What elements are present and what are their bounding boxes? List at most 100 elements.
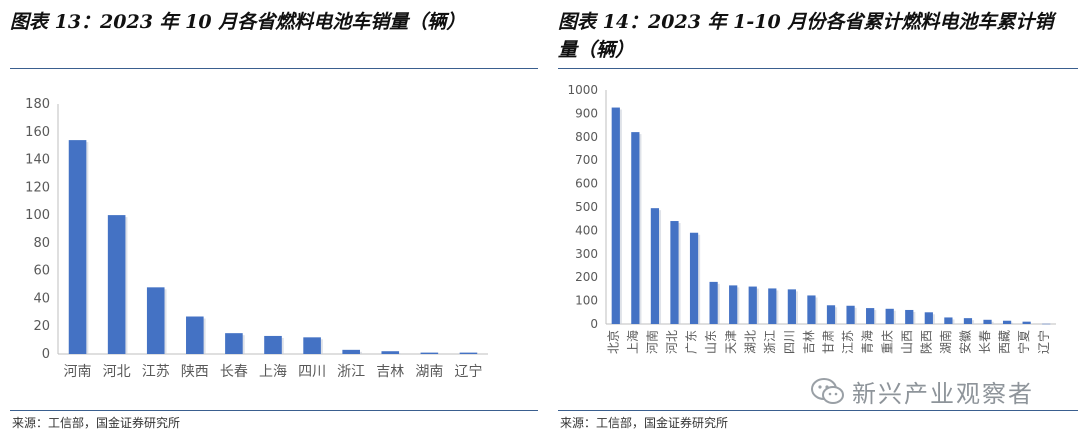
y-tick-label: 100	[25, 208, 50, 223]
x-tick-label: 河北	[103, 364, 131, 380]
x-tick-label: 浙江	[337, 364, 365, 380]
y-tick-label: 500	[575, 200, 598, 214]
chart-panel-right: 图表 14：2023 年 1-10 月份各省累计燃料电池车累计销量（辆） 0 10…	[548, 0, 1080, 440]
y-tick-label: 0	[590, 317, 598, 331]
x-tick-label: 湖北	[742, 330, 757, 354]
y-tick-label: 40	[33, 291, 50, 306]
x-tick-label: 辽宁	[1036, 330, 1051, 354]
y-tick-label: 400	[575, 223, 598, 237]
x-tick-label: 湖南	[938, 330, 953, 354]
x-tick-label: 长春	[220, 364, 248, 380]
bar	[459, 352, 478, 354]
x-tick-label: 北京	[606, 330, 620, 354]
bar-chart-svg: 0 20 40 60 80 100 120 140 160 180 河南 河北 江苏 陕西 长春 上海 四川 浙江…	[25, 97, 488, 380]
bar	[768, 288, 777, 324]
title-rule	[558, 68, 1078, 69]
x-tick-label: 河南	[645, 330, 660, 354]
bar	[1002, 320, 1012, 324]
x-tick-label: 山东	[704, 330, 718, 354]
title-rule	[10, 68, 538, 69]
x-tick-label: 重庆	[880, 330, 894, 354]
bar	[944, 317, 953, 324]
bar	[709, 281, 718, 324]
bar	[885, 308, 894, 324]
y-tick-label: 600	[575, 177, 598, 191]
bar	[381, 351, 400, 354]
bar	[826, 305, 836, 324]
y-tick-label: 800	[575, 130, 598, 144]
x-tick-label: 青海	[860, 330, 875, 354]
bar-chart: 0 20 40 60 80 100 120 140 160 180 河南 河北 江苏 陕西 长春 上海 四川 浙江…	[0, 80, 540, 400]
y-tick-label: 160	[25, 125, 50, 140]
x-tick-label: 浙江	[763, 330, 777, 354]
wechat-icon	[811, 377, 844, 404]
bar	[689, 232, 699, 324]
x-tick-label: 吉林	[376, 364, 404, 380]
bar	[68, 140, 87, 354]
x-tick-label: 山西	[900, 330, 914, 354]
x-tick-label: 宁夏	[1016, 330, 1031, 354]
y-tick-label: 140	[25, 153, 50, 168]
x-tick-label: 河北	[665, 330, 679, 354]
bar	[420, 352, 439, 354]
x-tick-label: 陕西	[181, 364, 209, 380]
bar	[670, 221, 679, 324]
bar	[787, 289, 796, 324]
y-tick-label: 180	[25, 97, 50, 112]
x-tick-label: 辽宁	[454, 363, 482, 380]
x-tick-label: 吉林	[802, 330, 816, 354]
bar	[1042, 323, 1051, 325]
x-tick-label: 甘肃	[822, 330, 836, 354]
y-tick-label: 0	[42, 347, 50, 362]
x-tick-label: 西藏	[998, 330, 1012, 354]
bar	[342, 349, 360, 354]
x-tick-label: 广东	[685, 330, 699, 354]
bar	[729, 285, 738, 324]
bar	[963, 318, 973, 324]
y-tick-label: 900	[575, 106, 598, 120]
bar	[1022, 321, 1031, 324]
watermark-text: 新兴产业观察者	[852, 380, 1034, 408]
bar	[983, 319, 992, 324]
y-tick-label: 100	[575, 294, 598, 308]
chart-panel-left: 图表 13：2023 年 10 月各省燃料电池车销量（辆） 0 20 40 60 80 1…	[0, 11, 540, 430]
x-tick-label: 四川	[298, 364, 326, 380]
bar	[807, 295, 816, 324]
bar	[107, 215, 126, 354]
x-tick-label: 四川	[782, 330, 796, 354]
x-tick-label: 江苏	[142, 364, 170, 380]
x-tick-label: 上海	[259, 364, 287, 380]
x-tick-label: 陕西	[918, 330, 933, 354]
bar	[611, 107, 620, 324]
y-tick-label: 120	[25, 180, 50, 195]
x-tick-label: 湖南	[415, 364, 443, 380]
bar	[264, 335, 282, 354]
x-tick-label: 河南	[64, 364, 92, 380]
bar	[866, 308, 875, 324]
bar	[631, 132, 640, 324]
x-tick-label: 江苏	[841, 330, 855, 354]
x-tick-label: 长春	[978, 330, 992, 354]
bar-chart-svg: 0 100 200 300 400 500 600 700 800 900 1000 北京 上海 河南 河北…	[567, 83, 1056, 354]
bar	[846, 305, 855, 324]
y-tick-label: 80	[33, 236, 50, 251]
bar	[303, 337, 321, 354]
source-note: 来源：工信部，国金证券研究所	[12, 416, 181, 430]
source-rule	[10, 410, 538, 411]
watermark: 新兴产业观察者	[810, 374, 1034, 409]
source-note: 来源：工信部，国金证券研究所	[560, 416, 729, 430]
source-rule	[558, 410, 1078, 411]
chart-title: 图表 13：2023 年 10 月各省燃料电池车销量（辆）	[10, 11, 466, 33]
bar	[186, 316, 204, 354]
bar	[748, 286, 757, 324]
x-tick-label: 上海	[625, 330, 640, 354]
y-tick-label: 300	[575, 247, 598, 261]
bar	[225, 333, 243, 354]
y-tick-label: 1000	[567, 83, 598, 97]
x-tick-label: 安徽	[958, 330, 973, 354]
chart-title: 图表 14：2023 年 1-10 月份各省累计燃料电池车累计销量（辆）	[558, 11, 1054, 61]
y-tick-label: 20	[33, 319, 50, 334]
bar	[924, 312, 933, 324]
y-tick-label: 60	[33, 264, 50, 279]
bar	[905, 309, 914, 324]
